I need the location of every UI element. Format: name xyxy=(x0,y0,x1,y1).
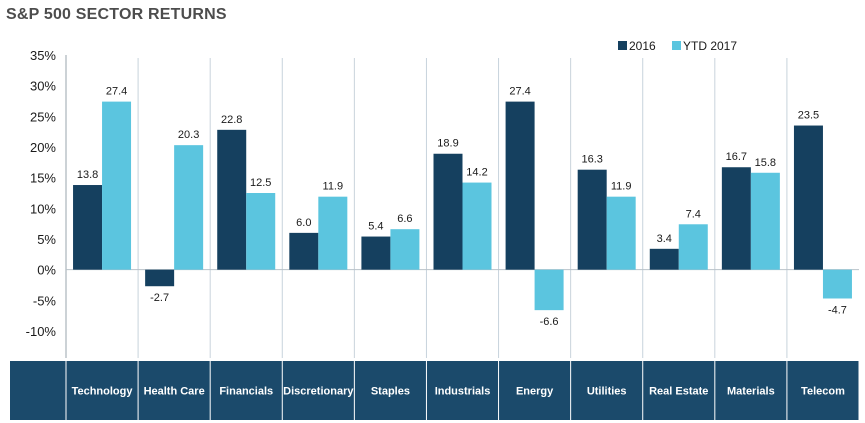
bar xyxy=(361,236,391,270)
data-labels: 13.8 27.4 -2.7 20.3 22.8 12.5 6.0 11.9 5.4 6.6 18.… xyxy=(77,86,847,329)
y-tick-label: 15% xyxy=(30,171,56,186)
data-label: 16.7 xyxy=(726,151,747,163)
bar xyxy=(822,269,852,299)
legend-swatch xyxy=(672,41,681,50)
bar xyxy=(102,101,132,270)
data-label: 27.4 xyxy=(106,86,127,98)
bar xyxy=(174,145,204,270)
category-label: Materials xyxy=(727,386,775,398)
bar xyxy=(649,248,679,270)
bar xyxy=(390,229,420,270)
bar xyxy=(750,172,780,270)
data-label: 12.5 xyxy=(250,177,271,189)
y-tick-label: -10% xyxy=(26,324,57,339)
data-label: 14.2 xyxy=(466,167,487,179)
y-tick-label: 35% xyxy=(30,48,56,63)
category-label: Real Estate xyxy=(649,386,708,398)
category-label: Health Care xyxy=(144,386,205,398)
data-label: 23.5 xyxy=(798,110,819,122)
data-label: -2.7 xyxy=(150,292,169,304)
category-label: Energy xyxy=(516,386,554,398)
data-label: 3.4 xyxy=(657,233,672,245)
data-label: 15.8 xyxy=(755,157,776,169)
data-label: 6.0 xyxy=(296,217,311,229)
data-label: 5.4 xyxy=(368,221,383,233)
data-label: 22.8 xyxy=(221,114,242,126)
category-label: Discretionary xyxy=(283,386,354,398)
bar xyxy=(246,193,276,270)
bar xyxy=(721,167,751,270)
legend: 2016 YTD 2017 xyxy=(618,39,737,53)
data-label: 11.9 xyxy=(611,181,632,193)
data-label: 13.8 xyxy=(77,169,98,181)
chart-title: S&P 500 SECTOR RETURNS xyxy=(6,6,227,23)
data-label: -6.6 xyxy=(540,316,559,328)
bar xyxy=(505,101,535,270)
category-band: Technology Health Care Financials Discretio… xyxy=(10,361,860,420)
category-label: Utilities xyxy=(587,386,627,398)
bar xyxy=(793,125,823,270)
category-label: Technology xyxy=(72,386,134,398)
category-label: Financials xyxy=(219,386,273,398)
bar xyxy=(145,269,175,287)
bars xyxy=(73,101,852,311)
bar xyxy=(289,232,319,270)
data-label: 7.4 xyxy=(686,208,701,220)
data-label: 16.3 xyxy=(581,154,602,166)
data-label: 27.4 xyxy=(509,86,530,98)
category-label: Staples xyxy=(371,386,410,398)
bar xyxy=(318,196,348,270)
y-tick-label: 25% xyxy=(30,109,56,124)
y-tick-label: 30% xyxy=(30,79,56,94)
category-label: Industrials xyxy=(435,386,491,398)
bar xyxy=(606,196,636,270)
y-tick-label: 0% xyxy=(37,263,56,278)
y-tick-label: 5% xyxy=(37,232,56,247)
y-tick-label: -5% xyxy=(33,293,57,308)
bar xyxy=(534,269,564,311)
data-label: 11.9 xyxy=(323,181,344,193)
category-label: Telecom xyxy=(801,386,845,398)
y-tick-label: 20% xyxy=(30,140,56,155)
legend-label: 2016 xyxy=(629,39,656,53)
bar xyxy=(577,169,607,270)
data-label: 6.6 xyxy=(397,213,412,225)
data-label: 18.9 xyxy=(437,138,458,150)
bar xyxy=(678,224,708,270)
bar xyxy=(433,153,463,270)
category-band-background xyxy=(10,361,859,420)
bar xyxy=(73,185,103,270)
legend-label: YTD 2017 xyxy=(683,39,737,53)
y-tick-label: 10% xyxy=(30,201,56,216)
bar xyxy=(462,182,492,270)
data-label: -4.7 xyxy=(828,304,847,316)
category-dividers xyxy=(137,58,788,358)
legend-swatch xyxy=(618,41,627,50)
bar xyxy=(217,129,247,270)
data-label: 20.3 xyxy=(178,129,199,141)
